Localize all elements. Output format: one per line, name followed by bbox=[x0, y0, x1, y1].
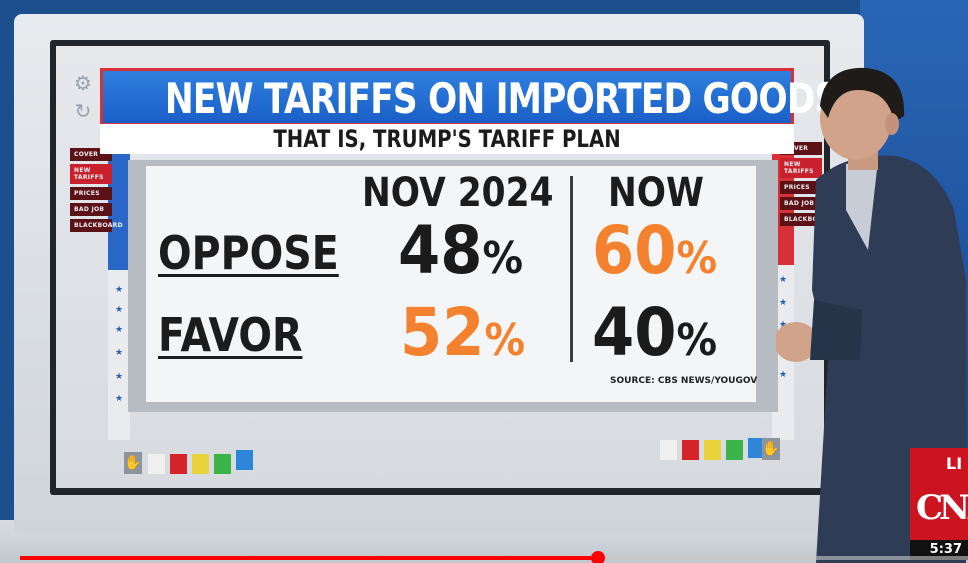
menu-item-new-tariffs[interactable]: NEW TARIFFS bbox=[70, 164, 112, 184]
value-number: 60 bbox=[592, 212, 677, 289]
live-label: LI bbox=[946, 454, 963, 473]
source-credit: SOURCE: CBS NEWS/YOUGOV bbox=[610, 376, 758, 386]
poll-panel bbox=[146, 166, 756, 402]
gear-icon[interactable]: ⚙ bbox=[74, 71, 92, 95]
menu-item-prices[interactable]: PRICES bbox=[780, 181, 822, 194]
network-logo: CNN bbox=[910, 480, 968, 540]
color-swatch-white[interactable] bbox=[148, 454, 165, 474]
subtitle-band: THAT IS, TRUMP'S TARIFF PLAN bbox=[100, 124, 794, 154]
color-swatch-blue[interactable] bbox=[236, 450, 253, 470]
title-banner: NEW TARIFFS ON IMPORTED GOODS bbox=[100, 68, 840, 126]
column-header-now: NOW bbox=[608, 170, 704, 216]
row-label-oppose: OPPOSE bbox=[158, 226, 339, 280]
left-star-stripe bbox=[108, 270, 130, 440]
value-number: 40 bbox=[592, 294, 677, 371]
value-number: 48 bbox=[398, 212, 483, 289]
color-swatch-red[interactable] bbox=[170, 454, 187, 474]
menu-item-new-tariffs[interactable]: NEW TARIFFS bbox=[780, 158, 822, 178]
star-icon: ★ bbox=[115, 325, 124, 335]
percent-sign: % bbox=[676, 315, 718, 366]
star-icon: ★ bbox=[779, 370, 788, 380]
column-header-nov-2024: NOV 2024 bbox=[362, 170, 554, 216]
row-label-favor: FAVOR bbox=[158, 308, 303, 362]
star-icon: ★ bbox=[779, 275, 788, 285]
color-swatch-red[interactable] bbox=[682, 440, 699, 460]
star-icon: ★ bbox=[115, 305, 124, 315]
star-icon: ★ bbox=[115, 394, 124, 404]
color-swatch-yellow[interactable] bbox=[704, 440, 721, 460]
refresh-icon[interactable]: ↻ bbox=[74, 99, 92, 123]
star-icon: ★ bbox=[779, 298, 788, 308]
color-swatch-yellow[interactable] bbox=[192, 454, 209, 474]
menu-item-blackboard[interactable]: BLACKBOARD bbox=[70, 219, 123, 232]
menu-item-prices[interactable]: PRICES bbox=[70, 187, 112, 200]
color-swatch-white[interactable] bbox=[660, 440, 677, 460]
star-icon: ★ bbox=[779, 320, 788, 330]
live-indicator: LI bbox=[910, 448, 968, 480]
graphic-title: NEW TARIFFS ON IMPORTED GOODS bbox=[164, 74, 840, 123]
broadcast-clock: 5:37 bbox=[910, 540, 968, 560]
star-icon: ★ bbox=[115, 285, 124, 295]
video-progress-fill bbox=[20, 556, 598, 560]
cnn-logo-text: CNN bbox=[916, 488, 968, 528]
menu-item-bad-job[interactable]: BAD JOB bbox=[780, 197, 822, 210]
video-scrubber-handle[interactable] bbox=[591, 551, 605, 563]
column-divider bbox=[570, 176, 573, 362]
color-swatch-green[interactable] bbox=[214, 454, 231, 474]
star-icon: ★ bbox=[115, 372, 124, 382]
left-red-stripe bbox=[108, 150, 130, 270]
value-favor-nov-2024: 52% bbox=[400, 294, 525, 371]
percent-sign: % bbox=[676, 233, 718, 284]
star-icon: ★ bbox=[115, 348, 124, 358]
hand-icon[interactable]: ✋ bbox=[124, 452, 142, 474]
value-favor-now: 40% bbox=[592, 294, 717, 371]
value-oppose-now: 60% bbox=[592, 212, 717, 289]
color-swatch-green[interactable] bbox=[726, 440, 743, 460]
hand-icon[interactable]: ✋ bbox=[762, 438, 780, 460]
value-oppose-nov-2024: 48% bbox=[398, 212, 523, 289]
menu-item-blackboard[interactable]: BLACKBOARD bbox=[780, 213, 833, 226]
percent-sign: % bbox=[484, 315, 526, 366]
value-number: 52 bbox=[400, 294, 485, 371]
graphic-subtitle: THAT IS, TRUMP'S TARIFF PLAN bbox=[273, 125, 621, 153]
color-swatch-blue[interactable] bbox=[748, 438, 765, 458]
left-nav-menu: COVER NEW TARIFFS PRICES BAD JOB BLACKBO… bbox=[70, 148, 123, 232]
percent-sign: % bbox=[482, 233, 524, 284]
menu-item-bad-job[interactable]: BAD JOB bbox=[70, 203, 112, 216]
